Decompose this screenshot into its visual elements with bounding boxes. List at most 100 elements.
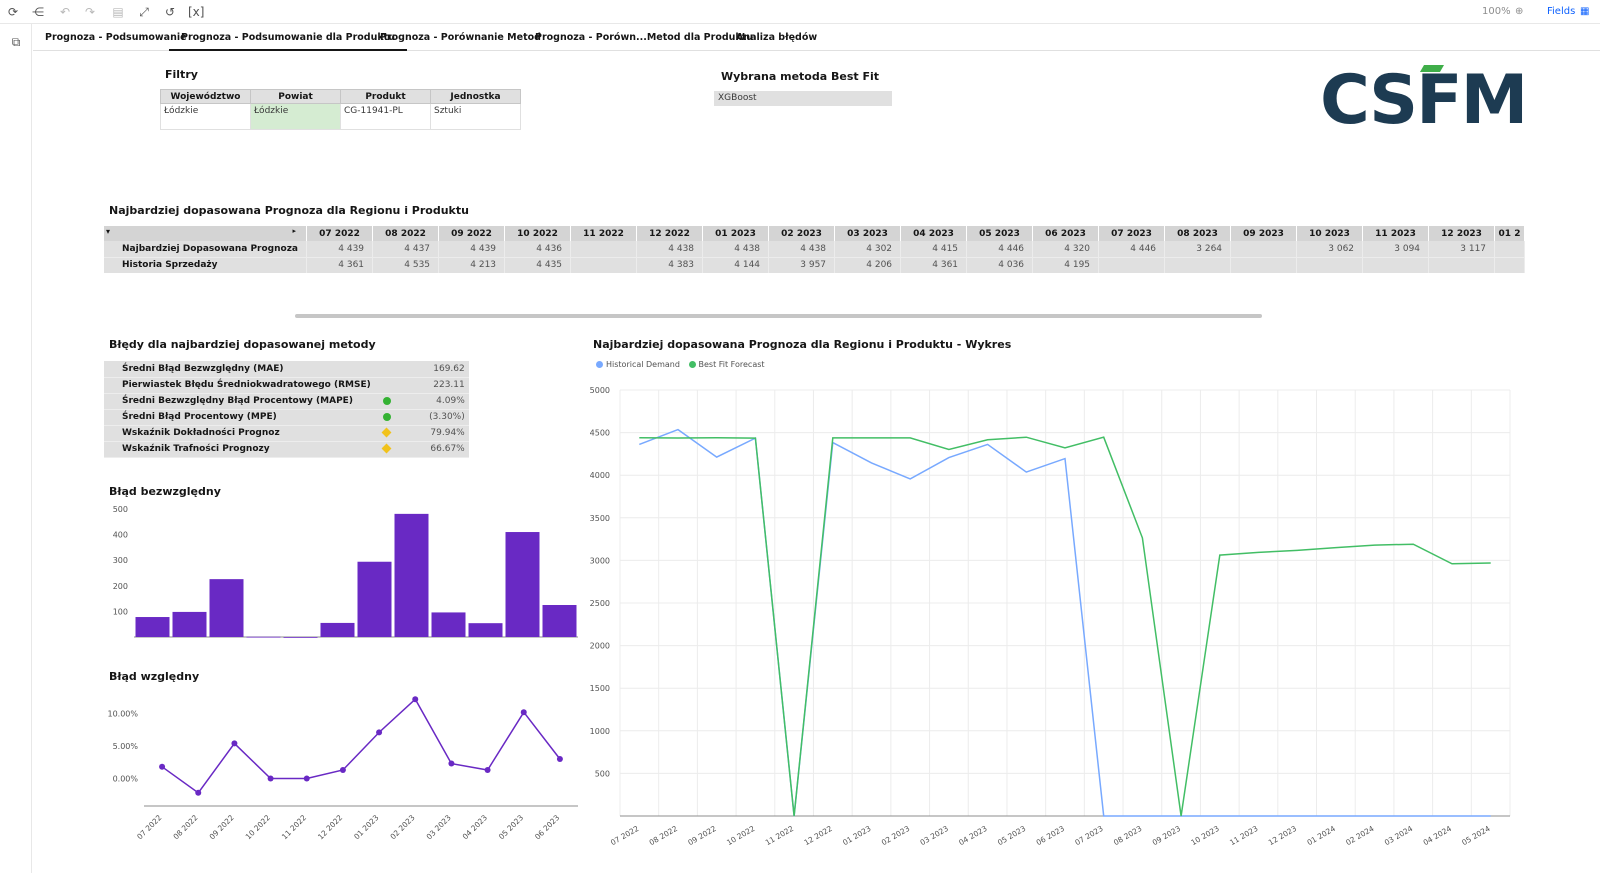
fields-button[interactable]: Fields (1547, 6, 1576, 17)
historical-demand-line[interactable] (639, 428, 1491, 817)
data-point[interactable] (267, 775, 274, 782)
expand-icon[interactable]: ▸ (292, 227, 297, 235)
grid-month-header: 10 2023 (1296, 226, 1364, 241)
data-point[interactable] (376, 729, 383, 736)
data-point[interactable] (231, 740, 238, 747)
pages-icon[interactable]: ⧉ (11, 35, 21, 49)
bar[interactable] (468, 623, 503, 637)
error-indicator (370, 361, 403, 378)
bar[interactable] (209, 579, 244, 637)
bar[interactable] (431, 612, 466, 637)
main-chart-legend: Historical Demand Best Fit Forecast (596, 360, 765, 369)
x-tick-label: 08 2023 (1112, 824, 1144, 847)
bar[interactable] (542, 605, 577, 637)
grid-month-header: 08 2023 (1164, 226, 1232, 241)
grid-month-header: 12 2022 (636, 226, 704, 241)
abs-error-title: Błąd bezwzględny (109, 485, 221, 498)
tab-podsumowanie-produktu[interactable]: Prognoza - Podsumowanie dla Produktu (169, 24, 407, 51)
bestfit-method-value[interactable]: XGBoost (714, 91, 892, 106)
tab-porownanie-metod-produktu[interactable]: Prognoza - Porówn...Metod dla Produktu (535, 32, 754, 43)
error-name: Wskaźnik Trafności Prognozy (104, 441, 371, 458)
error-value: 66.67% (402, 441, 469, 458)
grid-month-header: 09 2023 (1230, 226, 1298, 241)
y-tick-label: 200 (113, 582, 128, 591)
zoom-level[interactable]: 100% (1482, 6, 1511, 17)
bar[interactable] (135, 617, 170, 637)
grid-month-header: 06 2023 (1032, 226, 1100, 241)
error-value: 169.62 (402, 361, 469, 378)
redo-icon[interactable]: ↷ (84, 5, 96, 19)
bar[interactable] (320, 622, 355, 637)
best-fit-forecast-line[interactable] (639, 436, 1491, 817)
data-point[interactable] (556, 756, 563, 762)
undo-icon[interactable]: ↶ (59, 5, 71, 19)
bar[interactable] (394, 513, 429, 637)
data-point[interactable] (339, 767, 346, 774)
variables-icon[interactable]: [x] (188, 5, 205, 19)
fields-icon[interactable]: ▦ (1580, 6, 1590, 17)
y-tick-label: 10.00% (107, 710, 138, 719)
x-tick-label: 04 2023 (957, 824, 989, 847)
filters-title: Filtry (165, 68, 198, 81)
rel-error-title: Błąd względny (109, 670, 200, 683)
bar[interactable] (283, 637, 318, 638)
filter-header-wojewodztwo: Województwo (160, 89, 251, 104)
legend-forecast[interactable]: Best Fit Forecast (688, 360, 765, 369)
data-point[interactable] (484, 767, 491, 774)
data-point[interactable] (448, 760, 455, 767)
bar[interactable] (172, 611, 207, 637)
refresh-icon[interactable]: ⟳ (7, 5, 19, 19)
error-indicator (370, 441, 403, 458)
bar[interactable] (357, 561, 392, 637)
reset-icon[interactable]: ↺ (164, 5, 176, 19)
collapse-icon[interactable]: ▾ (106, 227, 111, 236)
zoom-icon[interactable]: ⊕ (1515, 6, 1524, 17)
data-point[interactable] (195, 789, 202, 796)
grid-month-header: 11 2023 (1362, 226, 1430, 241)
filter-produkt[interactable]: CG-11941-PL (340, 103, 431, 130)
grid-cell: 4 436 (504, 241, 572, 258)
fullscreen-icon[interactable]: ⤢ (139, 5, 149, 19)
filter-wojewodztwo[interactable]: Łódzkie (160, 103, 251, 130)
x-tick-label: 12 2022 (316, 813, 344, 841)
grid-cell (1296, 257, 1364, 273)
grid-month-header: 05 2023 (966, 226, 1034, 241)
x-tick-label: 07 2022 (609, 824, 641, 847)
tab-podsumowanie[interactable]: Prognoza - Podsumowanie (45, 32, 187, 43)
x-tick-label: 11 2022 (280, 813, 308, 841)
horizontal-scrollbar[interactable] (295, 314, 1262, 318)
grid-month-header: 11 2022 (570, 226, 638, 241)
bar[interactable] (505, 532, 540, 637)
x-tick-label: 04 2024 (1422, 824, 1454, 847)
data-point[interactable] (412, 696, 419, 703)
filter-powiat[interactable]: Łódzkie (250, 103, 341, 130)
filter-header-produkt: Produkt (340, 89, 431, 104)
grid-corner[interactable]: ▾ ▸ (104, 226, 308, 241)
error-row: Średni Bezwzględny Błąd Procentowy (MAPE… (104, 393, 469, 410)
grid-cell: 4 361 (900, 257, 968, 273)
x-tick-label: 03 2023 (919, 824, 951, 847)
filter-jednostka[interactable]: Sztuki (430, 103, 521, 130)
save-icon[interactable]: ▤ (112, 5, 124, 19)
grid-cell: 4 438 (702, 241, 770, 258)
data-point[interactable] (159, 763, 166, 770)
warning-status-icon (381, 427, 392, 438)
y-tick-label: 4000 (590, 471, 610, 480)
share-icon[interactable]: ⋲ (32, 5, 44, 19)
data-point[interactable] (303, 775, 310, 782)
toolbar: ⟳ ⋲ ↶ ↷ ▤ ⤢ ↺ [x] 100% ⊕ Fields ▦ (0, 0, 1600, 24)
x-tick-label: 05 2023 (497, 813, 525, 841)
grid-cell (1494, 257, 1526, 273)
tab-porownanie-metod[interactable]: Prognoza - Porównanie Metod (380, 32, 541, 43)
x-tick-label: 01 2024 (1306, 824, 1338, 847)
grid-cell: 3 264 (1164, 241, 1232, 258)
grid-cell: 3 957 (768, 257, 836, 273)
tab-analiza-bledow[interactable]: Analiza błędów (736, 32, 818, 43)
data-point[interactable] (520, 709, 527, 716)
x-tick-label: 12 2023 (1267, 824, 1299, 847)
legend-historical[interactable]: Historical Demand (596, 360, 680, 369)
bar[interactable] (246, 636, 281, 638)
x-tick-label: 10 2022 (244, 813, 272, 841)
row-label-prognoza: Najbardziej Dopasowana Prognoza (104, 241, 308, 258)
grid-month-header: 03 2023 (834, 226, 902, 241)
